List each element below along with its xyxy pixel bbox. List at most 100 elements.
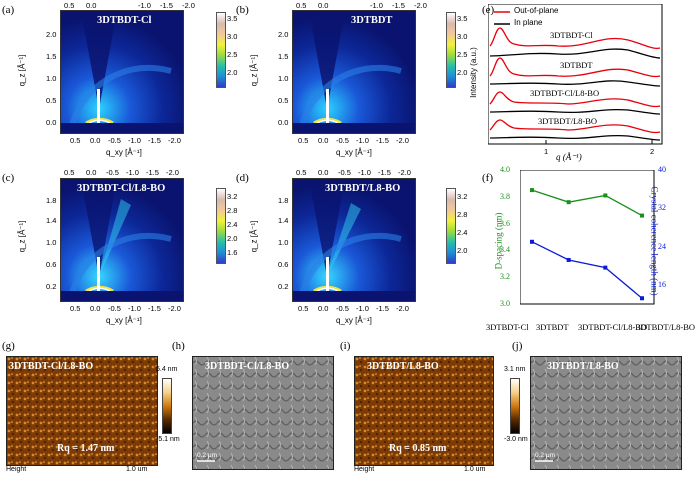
qxy-tick: -1.5: [376, 136, 389, 145]
scale-bar-label: 0.2 μm: [197, 452, 218, 459]
data-point: [640, 296, 644, 301]
top-tick: -2.0: [182, 1, 195, 10]
left-axis-tick: 3.0: [500, 299, 510, 308]
qxy-tick: -1.0: [356, 136, 369, 145]
panel-label-c: (c): [2, 172, 15, 184]
data-point: [530, 239, 534, 244]
tem-image-h: 3DTBDT-Cl/L8-BO 0.2 μm: [192, 356, 334, 470]
qz-tick: 1.5: [46, 52, 57, 61]
afm-footer: Height: [354, 466, 375, 473]
qz-tick: 1.0: [278, 74, 289, 83]
qxy-axis-label: q_xy [Å⁻¹]: [336, 148, 372, 157]
category-label: 3DTBDT: [536, 322, 569, 332]
colorbar-tick: 2.0: [227, 68, 238, 77]
top-tick: -1.5: [160, 1, 173, 10]
colorbar-tick: 2.8: [227, 206, 238, 215]
qz-axis-label: q_z [Å⁻¹]: [249, 220, 259, 253]
top-tick: -1.5: [392, 1, 405, 10]
afm-height-image-i: 3DTBDT/L8-BO Rq = 0.85 nm: [354, 356, 494, 466]
panel-title: 3DTBDT/L8-BO: [325, 183, 401, 194]
top-tick: -1.5: [378, 168, 391, 177]
qxy-tick: -1.0: [356, 304, 369, 313]
qz-tick: 1.5: [278, 52, 289, 61]
qz-tick: 0.2: [278, 282, 289, 291]
qxy-tick: -2.0: [396, 304, 409, 313]
afm-height-image-g: 3DTBDT-Cl/L8-BO Rq = 1.47 nm: [6, 356, 158, 466]
qxy-tick: 0.0: [318, 136, 329, 145]
qz-tick: 1.8: [278, 196, 289, 205]
colorbar-tick: 3.2: [457, 192, 468, 201]
panel-title: 3DTBDT/L8-BO: [547, 361, 619, 372]
qxy-tick: -0.5: [108, 136, 121, 145]
sample-label: 3DTBDT: [560, 60, 593, 70]
rq-value: Rq = 1.47 nm: [57, 443, 115, 454]
giwaxs-pattern: [61, 11, 183, 133]
top-tick: 0.0: [86, 1, 97, 10]
panel-title: 3DTBDT-Cl: [97, 15, 152, 26]
colorbar-tick: 3.0: [457, 32, 468, 41]
colorbar-tick: 2.5: [457, 50, 468, 59]
qz-axis-label: q_z [Å⁻¹]: [17, 220, 27, 253]
colorbar-tick: 1.6: [227, 248, 238, 257]
qz-tick: 0.6: [46, 260, 57, 269]
curve-out-cl-l8bo: [489, 91, 661, 108]
top-tick: -1.5: [146, 168, 159, 177]
top-tick: 0.5: [296, 1, 307, 10]
qxy-tick: -0.5: [108, 304, 121, 313]
top-tick: -2.0: [398, 168, 411, 177]
qz-tick: 0.5: [278, 96, 289, 105]
giwaxs-image: 3DTBDT/L8-BO: [292, 178, 416, 302]
colorbar: [216, 188, 226, 264]
qz-axis-label: q_z [Å⁻¹]: [17, 54, 27, 87]
colorbar-tick: 2.0: [457, 68, 468, 77]
chart-f-svg: [520, 170, 655, 305]
afm-texture: [355, 357, 493, 465]
left-axis-tick: 3.2: [500, 272, 510, 282]
top-tick: -1.0: [358, 168, 371, 177]
qxy-tick: -2.0: [168, 136, 181, 145]
curve-in-cl-l8bo: [489, 108, 661, 115]
panel-title: 3DTBDT-Cl/L8-BO: [205, 361, 290, 372]
colorbar: [446, 12, 456, 88]
series-line-1: [531, 241, 643, 299]
colorbar-tick: 2.4: [457, 228, 468, 237]
data-point: [640, 213, 644, 218]
top-tick: 0.0: [86, 168, 97, 177]
colorbar-tick: 2.8: [457, 210, 468, 219]
legend-label-out: Out-of-plane: [514, 6, 559, 15]
colorbar-tick: 2.5: [227, 50, 238, 59]
qxy-tick: 0.5: [298, 136, 309, 145]
qz-tick: 0.2: [46, 282, 57, 291]
panel-label-h: (h): [172, 340, 185, 352]
height-colorbar: [510, 378, 520, 434]
afm-footer: 1.0 um: [464, 466, 486, 473]
qz-tick: 1.4: [278, 216, 289, 225]
x-axis-label: q (Å⁻¹): [556, 152, 582, 162]
sample-label: 3DTBDT-Cl: [550, 30, 593, 40]
right-axis-tick: 24: [658, 241, 666, 251]
qz-tick: 0.5: [46, 96, 57, 105]
qxy-tick: -1.5: [148, 304, 161, 313]
right-axis-tick: 16: [658, 279, 666, 289]
panel-label-d: (d): [236, 172, 249, 184]
colorbar-min: -3.0 nm: [504, 436, 528, 443]
colorbar-tick: 2.0: [457, 246, 468, 255]
category-label: 3DTBDT-Cl: [486, 322, 529, 332]
panel-label-j: (j): [512, 340, 523, 352]
qz-tick: 0.0: [278, 118, 289, 127]
qz-tick: 0.6: [278, 260, 289, 269]
category-label: 3DTBDT-Cl/L8-BO: [578, 322, 648, 332]
tem-image-j: 3DTBDT/L8-BO 0.2 μm: [530, 356, 682, 470]
qxy-tick: -2.0: [396, 136, 409, 145]
afm-footer: 1.0 um: [126, 466, 148, 473]
right-axis-tick: 40: [658, 165, 666, 174]
panel-label-i: (i): [340, 340, 351, 352]
giwaxs-image: 3DTBDT: [292, 10, 416, 134]
giwaxs-image: 3DTBDT-Cl/L8-BO: [60, 178, 184, 302]
qxy-tick: 0.0: [90, 136, 101, 145]
panel-label-b: (b): [236, 4, 249, 16]
qxy-tick: -1.0: [128, 136, 141, 145]
colorbar-tick: 2.0: [227, 234, 238, 243]
qxy-tick: 0.0: [90, 304, 101, 313]
giwaxs-pattern: [61, 179, 183, 301]
